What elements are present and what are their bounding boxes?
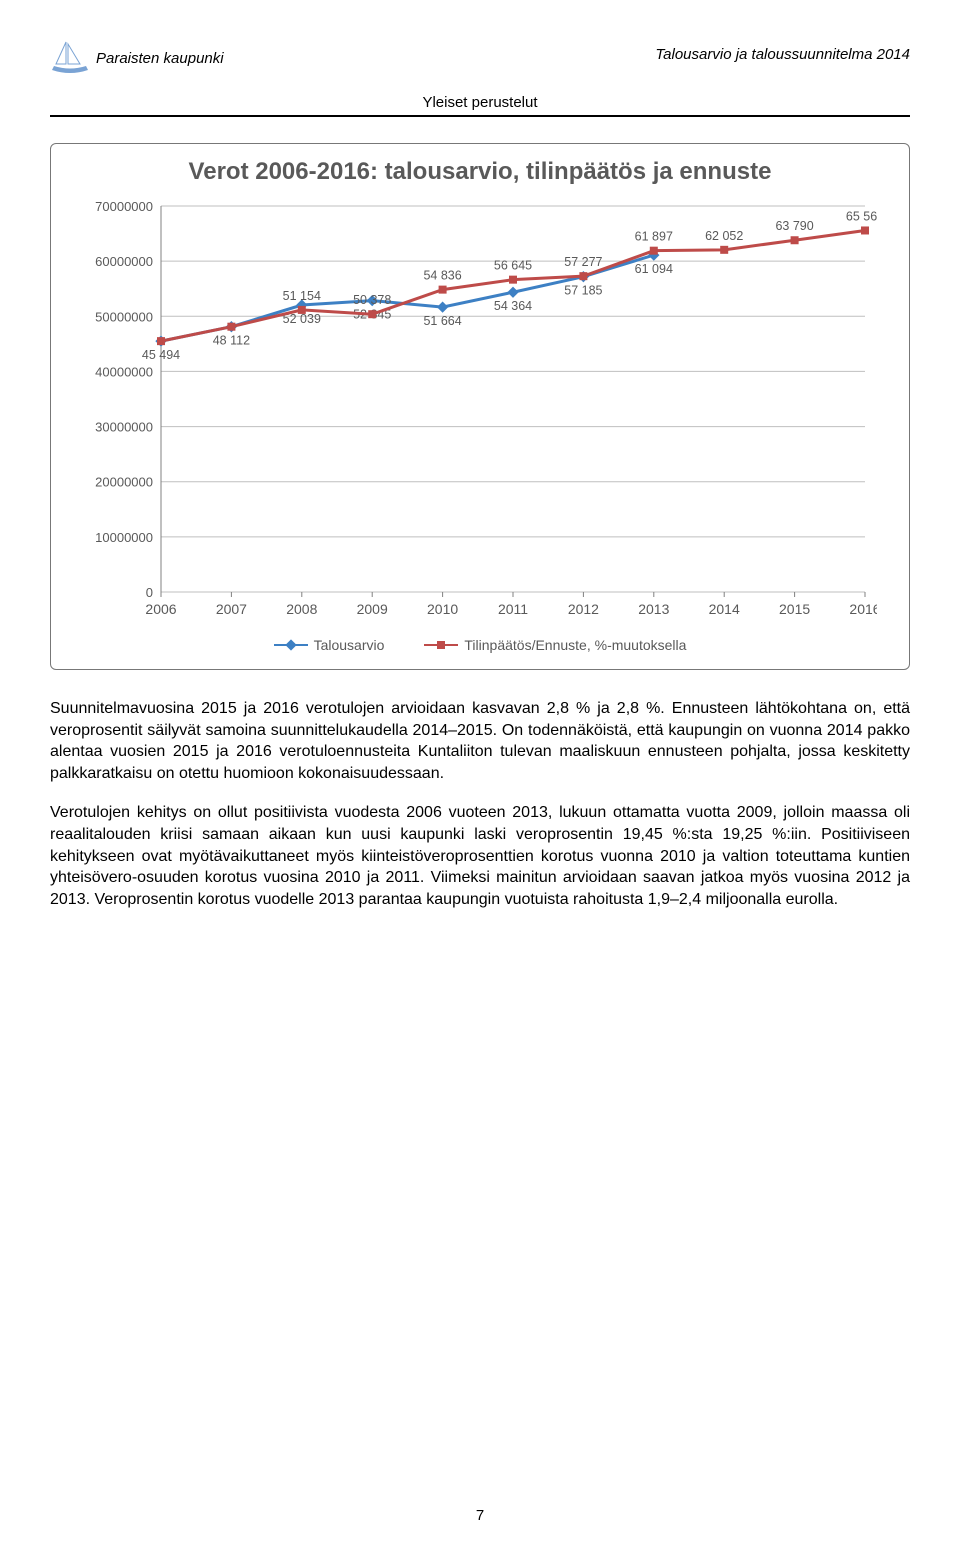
svg-text:2012: 2012 <box>568 601 599 617</box>
header-divider <box>50 115 910 117</box>
svg-text:63 790: 63 790 <box>775 219 813 233</box>
header-center-text: Yleiset perustelut <box>50 94 910 111</box>
svg-text:2015: 2015 <box>779 601 810 617</box>
legend-label: Talousarvio <box>314 637 385 653</box>
sail-logo-icon <box>50 40 90 76</box>
svg-text:40000000: 40000000 <box>95 364 153 379</box>
paragraph: Suunnitelmavuosina 2015 ja 2016 verotulo… <box>50 698 910 784</box>
svg-text:50000000: 50000000 <box>95 309 153 324</box>
chart-legend: Talousarvio Tilinpäätös/Ennuste, %-muuto… <box>71 637 889 653</box>
svg-text:60000000: 60000000 <box>95 254 153 269</box>
svg-text:56 645: 56 645 <box>494 259 532 273</box>
svg-text:2010: 2010 <box>427 601 458 617</box>
svg-text:50 378: 50 378 <box>353 293 391 307</box>
tax-line-chart: 0 10000000 20000000 30000000 40000000 5000000… <box>71 194 877 624</box>
svg-text:70000000: 70000000 <box>95 199 153 214</box>
legend-item-talousarvio: Talousarvio <box>274 637 385 653</box>
svg-text:20000000: 20000000 <box>95 475 153 490</box>
svg-text:61 094: 61 094 <box>635 262 673 276</box>
svg-text:2008: 2008 <box>286 601 317 617</box>
header-right-text: Talousarvio ja taloussuunnitelma 2014 <box>655 46 910 63</box>
svg-text:30000000: 30000000 <box>95 420 153 435</box>
page-number: 7 <box>476 1507 484 1524</box>
header-left-text: Paraisten kaupunki <box>96 50 224 67</box>
legend-item-tilinpaatos: Tilinpäätös/Ennuste, %-muutoksella <box>424 637 686 653</box>
page-header: Paraisten kaupunki Talousarvio ja talous… <box>50 40 910 76</box>
svg-text:57 185: 57 185 <box>564 284 602 298</box>
svg-text:62 052: 62 052 <box>705 229 743 243</box>
chart-title: Verot 2006-2016: talousarvio, tilinpäätö… <box>71 158 889 186</box>
svg-text:65 561: 65 561 <box>846 209 877 223</box>
tax-chart-frame: Verot 2006-2016: talousarvio, tilinpäätö… <box>50 143 910 670</box>
svg-text:2013: 2013 <box>638 601 669 617</box>
svg-text:48 112: 48 112 <box>213 334 250 348</box>
svg-text:2016: 2016 <box>849 601 877 617</box>
svg-text:61 897: 61 897 <box>635 230 673 244</box>
svg-text:51 154: 51 154 <box>283 289 321 303</box>
legend-label: Tilinpäätös/Ennuste, %-muutoksella <box>464 637 686 653</box>
svg-text:57 277: 57 277 <box>564 255 602 269</box>
svg-text:54 836: 54 836 <box>423 269 461 283</box>
svg-text:0: 0 <box>146 585 153 600</box>
svg-text:2009: 2009 <box>357 601 388 617</box>
svg-text:10000000: 10000000 <box>95 530 153 545</box>
svg-text:54 364: 54 364 <box>494 299 532 313</box>
svg-text:2006: 2006 <box>145 601 176 617</box>
body-text: Suunnitelmavuosina 2015 ja 2016 verotulo… <box>50 698 910 910</box>
paragraph: Verotulojen kehitys on ollut positiivist… <box>50 802 910 910</box>
svg-text:2007: 2007 <box>216 601 247 617</box>
svg-text:2011: 2011 <box>498 601 528 617</box>
svg-text:45 494: 45 494 <box>142 348 180 362</box>
svg-text:2014: 2014 <box>709 601 740 617</box>
svg-text:51 664: 51 664 <box>423 314 461 328</box>
